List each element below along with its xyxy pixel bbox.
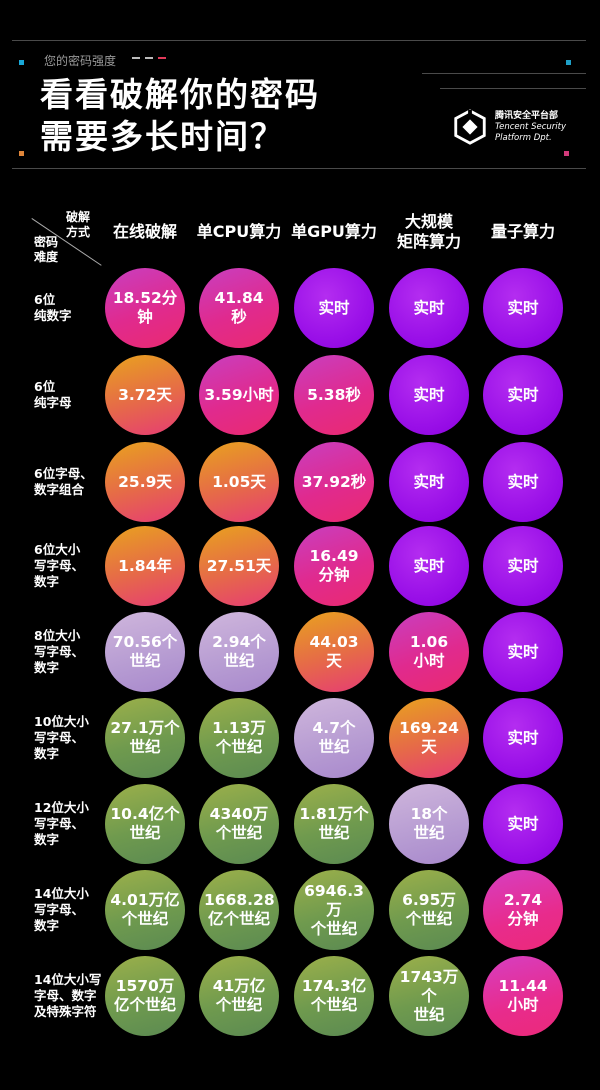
crack-time-cell: 44.03 天 bbox=[294, 612, 374, 692]
crack-time-cell: 3.59小时 bbox=[199, 355, 279, 435]
header-rule-2 bbox=[440, 88, 586, 89]
crack-time-cell: 实时 bbox=[389, 526, 469, 606]
accent-square-cyan-left bbox=[19, 60, 24, 65]
crack-time-cell: 1668.28 亿个世纪 bbox=[199, 870, 279, 950]
crack-time-cell: 4.7个 世纪 bbox=[294, 698, 374, 778]
crack-time-cell: 实时 bbox=[483, 526, 563, 606]
crack-time-cell: 实时 bbox=[483, 698, 563, 778]
crack-time-cell: 实时 bbox=[389, 268, 469, 348]
bottom-header-rule bbox=[12, 168, 586, 169]
crack-time-cell: 实时 bbox=[483, 355, 563, 435]
row-label-3: 6位字母、 数字组合 bbox=[34, 466, 93, 497]
header-rule-1 bbox=[422, 73, 586, 74]
crack-time-cell: 18个 世纪 bbox=[389, 784, 469, 864]
crack-time-cell: 6946.3万 个世纪 bbox=[294, 870, 374, 950]
column-header-4: 大规模 矩阵算力 bbox=[396, 212, 461, 251]
crack-time-cell: 25.9天 bbox=[105, 442, 185, 522]
crack-time-cell: 实时 bbox=[389, 442, 469, 522]
brand-text: 腾讯安全平台部 Tencent Security Platform Dpt. bbox=[495, 111, 566, 144]
crack-time-cell: 实时 bbox=[483, 612, 563, 692]
crack-time-cell: 27.1万个 世纪 bbox=[105, 698, 185, 778]
crack-time-cell: 41.84 秒 bbox=[199, 268, 279, 348]
crack-time-cell: 实时 bbox=[294, 268, 374, 348]
page-title-line-1: 看看破解你的密码 bbox=[40, 75, 320, 114]
crack-time-cell: 1.84年 bbox=[105, 526, 185, 606]
table-corner-header: 破解 方式 密码 难度 bbox=[28, 208, 102, 266]
tencent-security-logo-icon bbox=[454, 109, 486, 145]
crack-time-cell: 2.74 分钟 bbox=[483, 870, 563, 950]
accent-square-pink-right bbox=[564, 151, 569, 156]
crack-time-cell: 1743万个 世纪 bbox=[389, 956, 469, 1036]
page-title-line-2: 需要多长时间？ bbox=[40, 117, 285, 156]
crack-time-cell: 1.05天 bbox=[199, 442, 279, 522]
brand-name: 腾讯安全平台部 bbox=[495, 110, 559, 121]
column-header-2: 单CPU算力 bbox=[196, 222, 282, 241]
crack-time-cell: 2.94个 世纪 bbox=[199, 612, 279, 692]
crack-time-cell: 实时 bbox=[483, 268, 563, 348]
crack-time-cell: 70.56个 世纪 bbox=[105, 612, 185, 692]
column-header-1: 在线破解 bbox=[112, 222, 177, 241]
crack-time-cell: 18.52分钟 bbox=[105, 268, 185, 348]
crack-time-cell: 1.81万个 世纪 bbox=[294, 784, 374, 864]
row-label-6: 10位大小 写字母、 数字 bbox=[34, 714, 89, 761]
crack-time-cell: 实时 bbox=[483, 784, 563, 864]
crack-time-cell: 4.01万亿 个世纪 bbox=[105, 870, 185, 950]
accent-square-cyan-right bbox=[566, 60, 571, 65]
header-subtitle: 您的密码强度 bbox=[44, 54, 117, 68]
brand-en-line-2: Platform Dpt. bbox=[495, 132, 552, 143]
crack-time-cell: 5.38秒 bbox=[294, 355, 374, 435]
row-label-1: 6位 纯数字 bbox=[34, 292, 72, 323]
top-rule bbox=[12, 40, 586, 41]
brand-logo: 腾讯安全平台部 Tencent Security Platform Dpt. bbox=[451, 108, 566, 146]
crack-time-cell: 实时 bbox=[483, 442, 563, 522]
crack-time-cell: 10.4亿个 世纪 bbox=[105, 784, 185, 864]
column-header-3: 单GPU算力 bbox=[291, 222, 377, 241]
crack-time-cell: 1.06 小时 bbox=[389, 612, 469, 692]
crack-time-cell: 174.3亿 个世纪 bbox=[294, 956, 374, 1036]
subtitle-dashes bbox=[132, 57, 166, 59]
crack-time-cell: 3.72天 bbox=[105, 355, 185, 435]
column-header-5: 量子算力 bbox=[490, 222, 555, 241]
crack-time-cell: 11.44 小时 bbox=[483, 956, 563, 1036]
crack-time-cell: 37.92秒 bbox=[294, 442, 374, 522]
corner-difficulty-label: 密码 难度 bbox=[34, 235, 59, 264]
corner-method-label: 破解 方式 bbox=[66, 210, 91, 239]
crack-time-cell: 16.49 分钟 bbox=[294, 526, 374, 606]
row-label-7: 12位大小 写字母、 数字 bbox=[34, 800, 89, 847]
crack-time-cell: 6.95万 个世纪 bbox=[389, 870, 469, 950]
crack-time-cell: 1570万 亿个世纪 bbox=[105, 956, 185, 1036]
page-title: 看看破解你的密码 需要多长时间？ bbox=[40, 74, 320, 158]
row-label-8: 14位大小 写字母、 数字 bbox=[34, 886, 89, 933]
crack-time-cell: 41万亿 个世纪 bbox=[199, 956, 279, 1036]
accent-square-orange-left bbox=[19, 151, 24, 156]
row-label-2: 6位 纯字母 bbox=[34, 379, 72, 410]
crack-time-cell: 1.13万 个世纪 bbox=[199, 698, 279, 778]
crack-time-cell: 4340万 个世纪 bbox=[199, 784, 279, 864]
crack-time-cell: 27.51天 bbox=[199, 526, 279, 606]
row-label-5: 8位大小 写字母、 数字 bbox=[34, 628, 85, 675]
crack-time-cell: 169.24 天 bbox=[389, 698, 469, 778]
brand-en-line-1: Tencent Security bbox=[495, 121, 566, 132]
row-label-9: 14位大小写 字母、数字 及特殊字符 bbox=[34, 972, 102, 1019]
row-label-4: 6位大小 写字母、 数字 bbox=[34, 542, 85, 589]
crack-time-cell: 实时 bbox=[389, 355, 469, 435]
